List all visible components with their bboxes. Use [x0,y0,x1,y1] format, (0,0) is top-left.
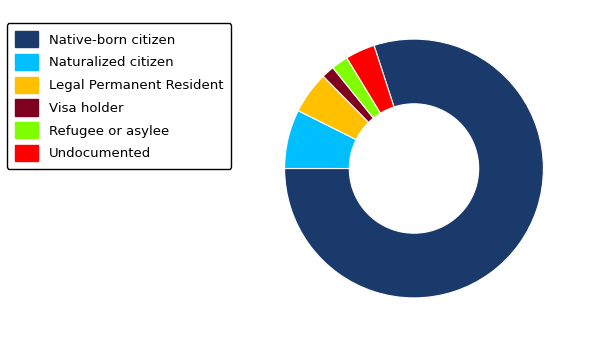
Wedge shape [284,39,544,298]
Wedge shape [284,111,356,168]
Wedge shape [323,68,373,122]
Wedge shape [347,45,394,113]
Wedge shape [298,76,368,140]
Wedge shape [333,58,380,118]
Legend: Native-born citizen, Naturalized citizen, Legal Permanent Resident, Visa holder,: Native-born citizen, Naturalized citizen… [7,24,231,169]
